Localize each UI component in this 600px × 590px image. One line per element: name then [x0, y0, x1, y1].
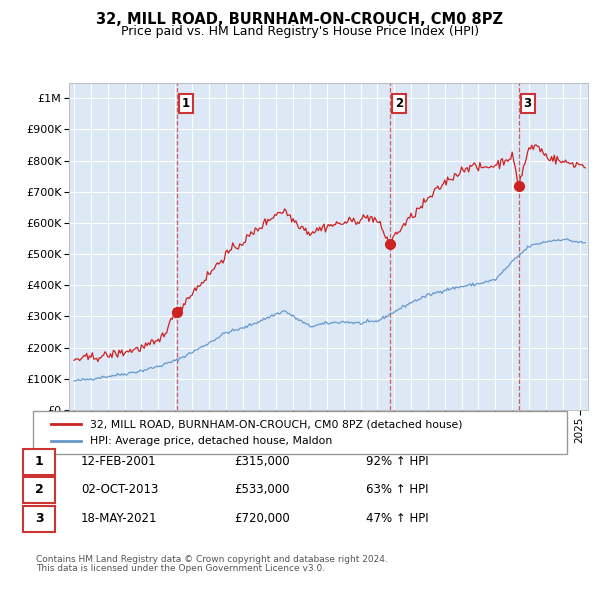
Text: 18-MAY-2021: 18-MAY-2021 [81, 512, 157, 525]
Text: £533,000: £533,000 [234, 483, 290, 496]
Text: 92% ↑ HPI: 92% ↑ HPI [366, 455, 428, 468]
Text: £315,000: £315,000 [234, 455, 290, 468]
Text: 3: 3 [524, 97, 532, 110]
Text: 02-OCT-2013: 02-OCT-2013 [81, 483, 158, 496]
Text: 12-FEB-2001: 12-FEB-2001 [81, 455, 157, 468]
Text: 47% ↑ HPI: 47% ↑ HPI [366, 512, 428, 525]
Text: 2: 2 [35, 483, 43, 496]
Text: 32, MILL ROAD, BURNHAM-ON-CROUCH, CM0 8PZ (detached house): 32, MILL ROAD, BURNHAM-ON-CROUCH, CM0 8P… [90, 419, 463, 429]
Text: 1: 1 [182, 97, 190, 110]
Text: 63% ↑ HPI: 63% ↑ HPI [366, 483, 428, 496]
Text: 1: 1 [35, 455, 43, 468]
Text: £720,000: £720,000 [234, 512, 290, 525]
Text: 2: 2 [395, 97, 403, 110]
Text: This data is licensed under the Open Government Licence v3.0.: This data is licensed under the Open Gov… [36, 565, 325, 573]
Text: HPI: Average price, detached house, Maldon: HPI: Average price, detached house, Mald… [90, 437, 332, 446]
Text: Price paid vs. HM Land Registry's House Price Index (HPI): Price paid vs. HM Land Registry's House … [121, 25, 479, 38]
Text: Contains HM Land Registry data © Crown copyright and database right 2024.: Contains HM Land Registry data © Crown c… [36, 555, 388, 564]
Text: 3: 3 [35, 512, 43, 525]
Text: 32, MILL ROAD, BURNHAM-ON-CROUCH, CM0 8PZ: 32, MILL ROAD, BURNHAM-ON-CROUCH, CM0 8P… [97, 12, 503, 27]
